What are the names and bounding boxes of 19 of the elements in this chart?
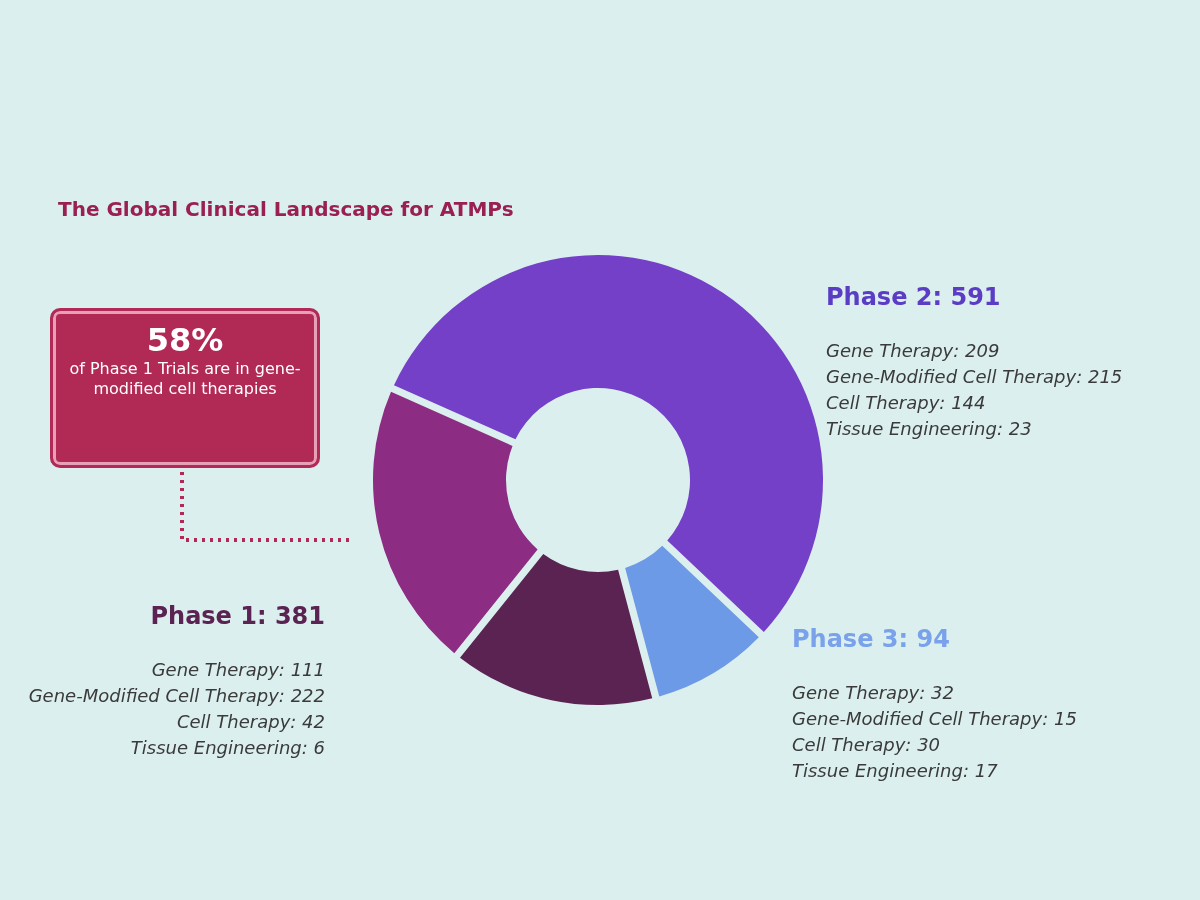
text: Cell Therapy: 30 (792, 734, 941, 755)
text: Tissue Engineering: 23 (826, 418, 1032, 439)
text: Gene Therapy: 111 (151, 659, 325, 680)
text: Gene-Modified Cell Therapy: 215 (826, 366, 1123, 387)
text: Gene-Modified Cell Therapy: 222 (28, 685, 325, 706)
text: Phase 3: 94 (792, 625, 950, 653)
chart-title: The Global Clinical Landscape for ATMPs (58, 197, 514, 221)
text: Gene Therapy: 32 (792, 682, 954, 703)
donut-slice (373, 391, 538, 654)
text: Cell Therapy: 42 (176, 711, 325, 732)
text: Gene-Modified Cell Therapy: 15 (792, 708, 1077, 729)
donut-slice (625, 545, 759, 697)
text: Phase 2: 591 (826, 283, 1001, 311)
text: Tissue Engineering: 6 (130, 737, 325, 758)
callout-box: 58% of Phase 1 Trials are in gene-modified cell therapies (50, 308, 320, 468)
text: Tissue Engineering: 17 (792, 760, 999, 781)
text: Gene Therapy: 209 (826, 340, 1000, 361)
text: Cell Therapy: 144 (826, 392, 986, 413)
text: Phase 1: 381 (150, 602, 325, 630)
